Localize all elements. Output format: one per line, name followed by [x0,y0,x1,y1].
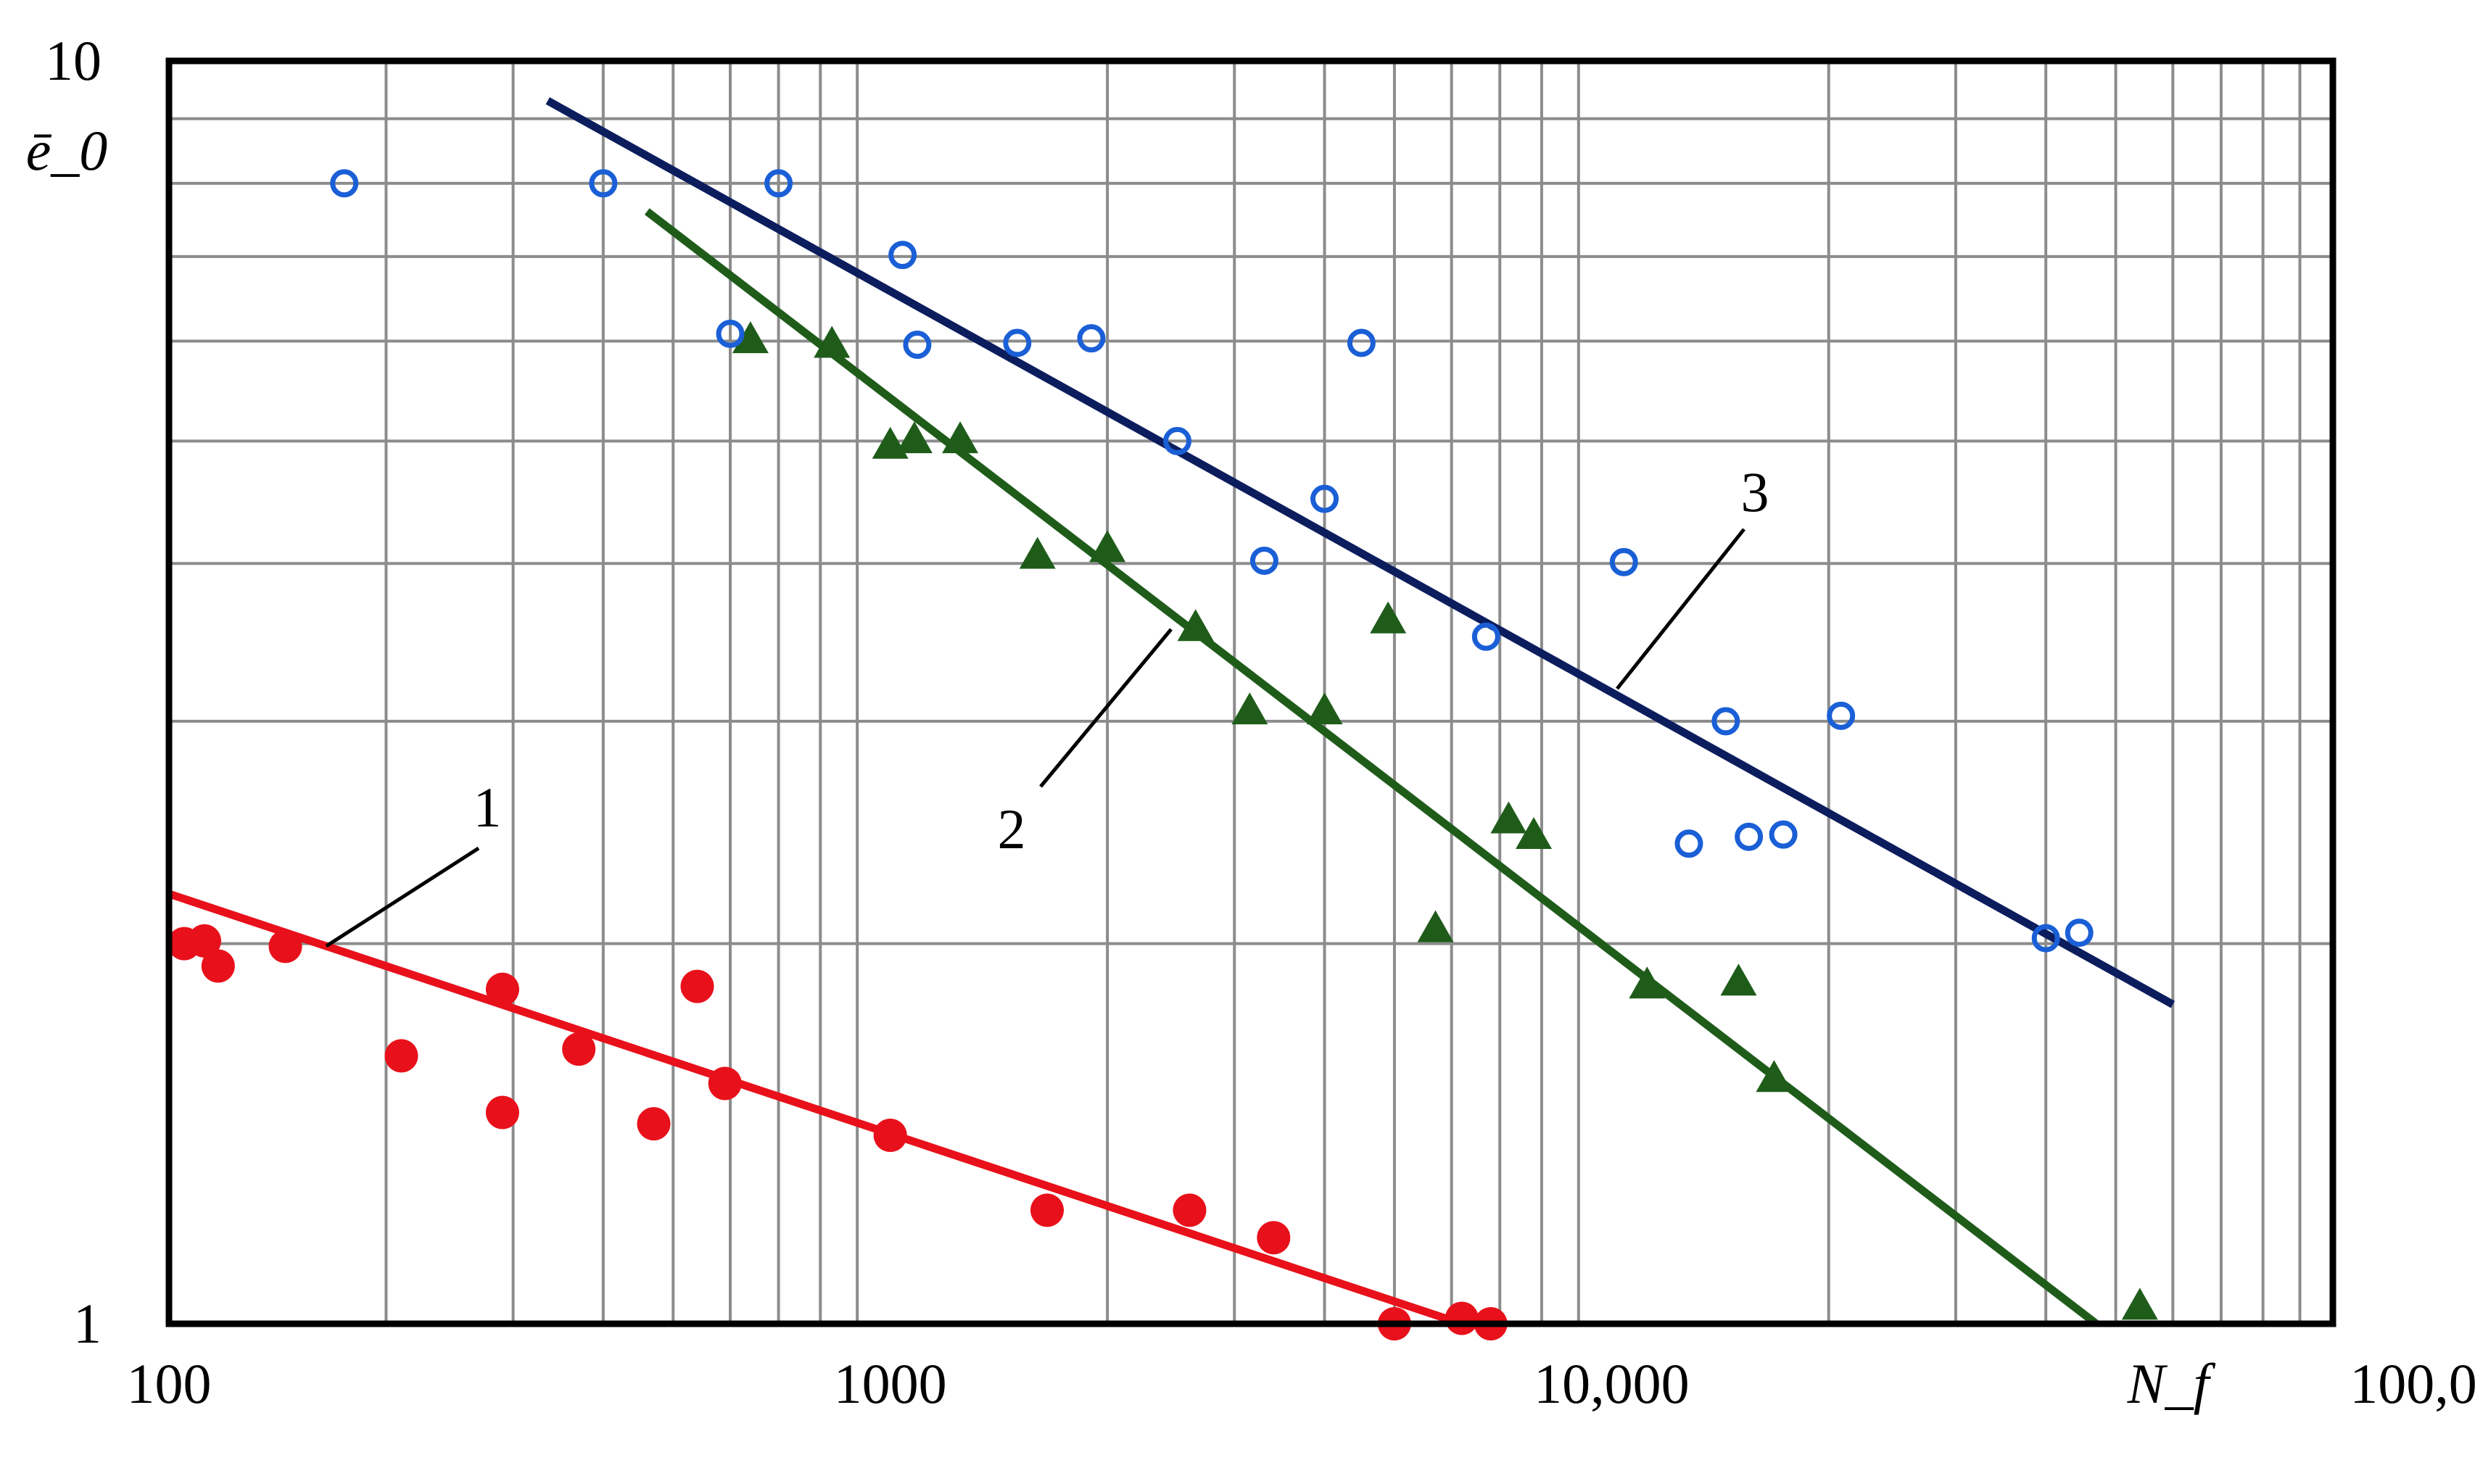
point-series-3 [1735,822,1764,851]
point-series-2 [1019,536,1056,569]
callout-leader-2 [1039,628,1173,788]
point-series-1 [1445,1301,1479,1335]
y-tick-label: 10 [45,29,102,92]
point-series-2 [2121,1288,2158,1320]
point-series-3 [1769,820,1798,849]
point-series-2 [1417,910,1454,942]
grid [169,61,2333,1324]
fit-line-1 [168,890,1463,1328]
fit-line-3 [545,97,2176,1008]
point-series-3 [888,241,917,270]
x-tick-label: 10,000 [1534,1352,1690,1415]
point-series-3 [1471,622,1500,651]
curve-label-1: 1 [474,776,502,839]
y-tick-label: 1 [73,1292,102,1355]
point-series-3 [1003,328,1032,357]
point-series-2 [1306,692,1343,725]
point-series-2 [1629,966,1666,999]
point-series-1 [680,969,714,1003]
curve-callouts: 1 2 3 [325,460,1769,948]
point-series-3 [589,169,618,198]
point-series-1 [637,1107,671,1141]
point-series-2 [1756,1060,1793,1093]
point-series-3 [1162,426,1191,455]
point-series-3 [1609,547,1638,576]
point-series-3 [1077,324,1106,353]
point-series-1 [708,1066,742,1100]
point-series-1 [1173,1193,1207,1227]
point-series-3 [330,169,359,198]
point-series-3 [2031,924,2060,953]
point-series-1 [485,972,519,1006]
fit-lines [168,97,2176,1328]
x-tick-label: 100 [127,1352,212,1415]
data-points [168,169,2158,1340]
x-tick-label: 1000 [834,1352,947,1415]
point-series-2 [1516,816,1553,849]
point-series-3 [1347,328,1376,357]
fit-line-2 [644,208,2099,1327]
point-series-1 [873,1119,907,1153]
point-series-3 [903,331,932,360]
axis-labels: 100 1000 10,000 100,000 1 10 N_f ē_0 [26,29,2475,1415]
point-series-1 [562,1032,596,1066]
point-series-2 [732,321,769,354]
point-series-3 [1711,707,1740,736]
point-series-3 [764,169,793,198]
callout-leader-3 [1616,528,1745,690]
point-series-2 [1720,963,1757,996]
curve-label-2: 2 [998,797,1026,861]
point-series-3 [1674,829,1703,858]
point-series-2 [942,421,979,454]
point-series-2 [1231,692,1268,725]
point-series-2 [1370,601,1407,634]
point-series-1 [1257,1221,1291,1255]
point-series-1 [268,929,302,963]
point-series-1 [201,949,235,983]
point-series-1 [187,924,221,958]
point-series-1 [485,1095,519,1129]
x-axis-title: N_f [2127,1352,2216,1415]
x-tick-label: 100,000 [2350,1352,2475,1415]
callout-leader-1 [325,846,480,948]
point-series-1 [1030,1193,1064,1227]
point-series-1 [384,1039,418,1073]
point-series-2 [1177,609,1214,642]
point-series-3 [1827,701,1856,730]
point-series-2 [1490,801,1527,834]
point-series-2 [896,421,933,454]
point-series-3 [1249,546,1278,575]
curve-label-3: 3 [1741,460,1769,523]
point-series-3 [2065,919,2094,948]
plot-frame [165,57,2336,1327]
y-axis-title: ē_0 [26,119,108,182]
point-series-3 [716,319,745,348]
point-series-2 [1089,530,1126,563]
point-series-3 [1310,484,1339,513]
point-series-2 [814,326,851,358]
